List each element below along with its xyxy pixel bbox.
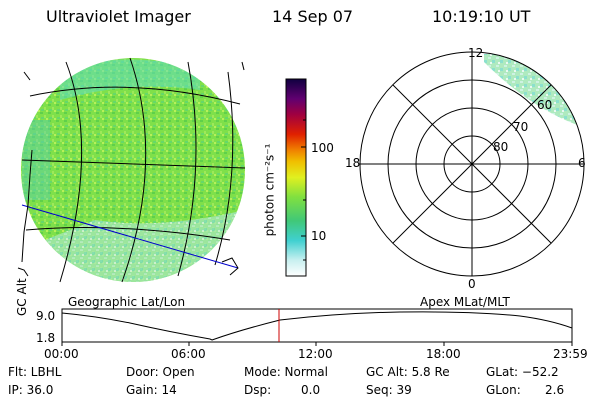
terminator-line (21, 204, 239, 269)
lat-label-60: 60 (537, 98, 553, 112)
mlt-label-6: 6 (578, 156, 586, 170)
dsp-value: 0.0 (301, 383, 321, 397)
timeline-ytick-high: 9.0 (36, 309, 56, 323)
timeline-xtick-0600: 06:00 (171, 347, 206, 361)
timeline-axis-label: GC Alt (15, 278, 29, 316)
geo-caption: Geographic Lat/Lon (68, 295, 186, 309)
geo-grid-lines (21, 57, 246, 283)
timeline-xtick-0000: 00:00 (44, 347, 79, 361)
time-label: 10:19:10 UT (432, 7, 531, 26)
timeline-frame (61, 308, 573, 343)
polar-caption: Apex MLat/MLT (420, 295, 510, 309)
date-label: 14 Sep 07 (272, 7, 354, 26)
altitude-curve (61, 311, 573, 341)
colorbar-ticks (301, 119, 306, 261)
mlt-label-12: 12 (468, 46, 484, 60)
lat-label-70: 70 (513, 120, 529, 134)
timeline-ytick-low: 1.8 (36, 331, 56, 345)
lat-label-80: 80 (493, 140, 509, 154)
glon-label: GLon: (486, 383, 521, 397)
gc-alt-status: GC Alt: 5.8 Re (366, 365, 450, 379)
mlt-label-0: 0 (468, 277, 476, 291)
glat-status: GLat: −52.2 (486, 365, 559, 379)
seq-status: Seq: 39 (366, 383, 412, 397)
instrument-title: Ultraviolet Imager (46, 7, 191, 26)
colorbar-tick-100: 100 (311, 141, 334, 155)
timeline-xtick-1200: 12:00 (298, 347, 333, 361)
colorbar-tick-10: 10 (311, 229, 327, 243)
filter-status: Flt: LBHL (8, 365, 62, 379)
colorbar-scale (285, 78, 307, 277)
mlt-label-18: 18 (345, 156, 361, 170)
timeline-ticks (61, 342, 573, 346)
dsp-label: Dsp: (244, 383, 272, 397)
ip-status: IP: 36.0 (8, 383, 54, 397)
polar-grid (359, 51, 585, 277)
timeline-xtick-1800: 18:00 (426, 347, 461, 361)
door-status: Door: Open (126, 365, 195, 379)
mode-status: Mode: Normal (244, 365, 328, 379)
gain-status: Gain: 14 (126, 383, 177, 397)
timeline-xtick-2359: 23:59 (553, 347, 588, 361)
glon-value: 2.6 (545, 383, 565, 397)
coastline (17, 61, 245, 277)
